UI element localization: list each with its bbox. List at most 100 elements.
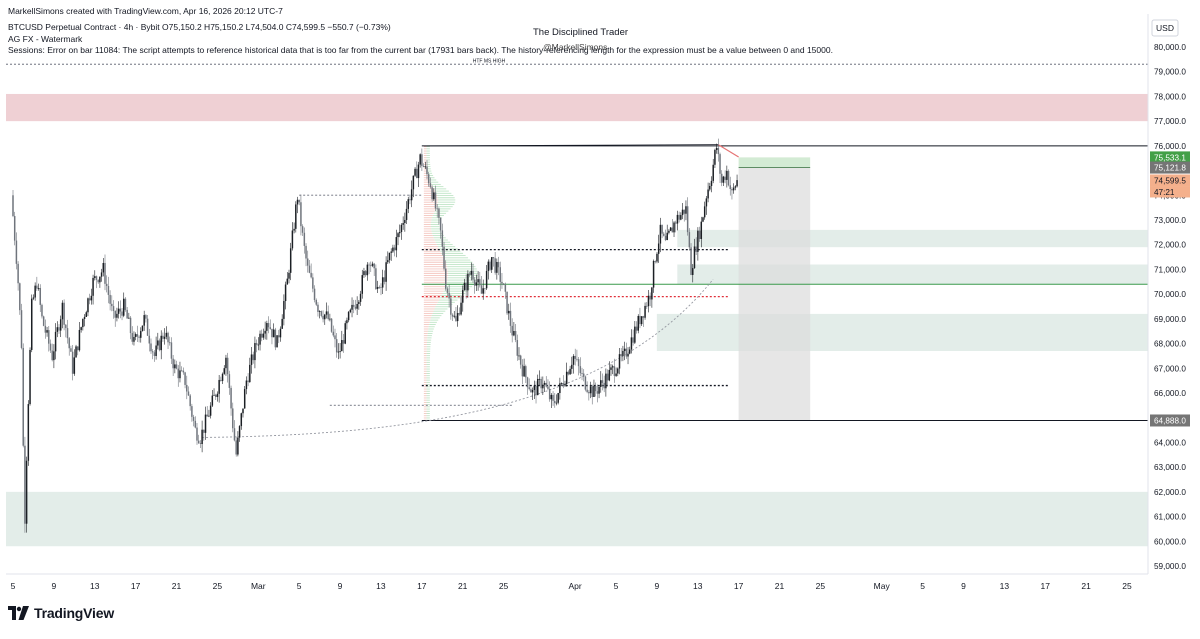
candle-down xyxy=(690,247,692,275)
candle-up xyxy=(598,386,600,394)
candle-down xyxy=(613,366,616,376)
candle-up xyxy=(644,305,646,318)
candle-down xyxy=(114,310,116,318)
candle-down xyxy=(308,265,311,273)
x-tick-label: 21 xyxy=(172,581,182,591)
candle-down xyxy=(489,261,491,270)
indicator-watermark-line[interactable]: AG FX - Watermark xyxy=(8,34,83,44)
tradingview-logo[interactable]: TradingView xyxy=(8,605,114,621)
candle-up xyxy=(221,373,224,381)
candle-down xyxy=(44,325,47,333)
candle-down xyxy=(129,317,132,334)
candle-up xyxy=(99,276,101,283)
candle-up xyxy=(610,367,612,370)
y-tick-label: 72,000.0 xyxy=(1154,241,1186,250)
candle-up xyxy=(496,261,498,273)
candle-up xyxy=(557,393,559,403)
candle-down xyxy=(479,279,481,286)
candle-down xyxy=(554,400,556,404)
candle-down xyxy=(436,208,438,210)
candle-down xyxy=(182,370,185,373)
trendline-highs xyxy=(423,144,719,147)
candle-down xyxy=(639,315,641,325)
candle-down xyxy=(729,185,731,190)
candle-up xyxy=(555,402,558,404)
indicator-sessions-error[interactable]: Sessions: Error on bar 11084: The script… xyxy=(8,45,833,55)
candle-up xyxy=(485,270,488,289)
price-tag-box xyxy=(1150,151,1190,164)
candle-up xyxy=(676,214,679,224)
candle-down xyxy=(584,376,587,390)
candle-down xyxy=(443,246,445,269)
candle-up xyxy=(692,268,694,275)
candle-down xyxy=(51,350,53,361)
candle-up xyxy=(404,219,406,224)
candle-up xyxy=(116,313,118,318)
candle-down xyxy=(473,279,476,286)
candle-up xyxy=(681,209,684,216)
price-tag-label: 75,533.1 xyxy=(1154,153,1186,162)
x-tick-label: 25 xyxy=(816,581,826,591)
x-tick-label: 17 xyxy=(417,581,427,591)
candle-up xyxy=(381,277,384,288)
candle-down xyxy=(514,331,517,341)
candle-down xyxy=(468,273,471,275)
candle-up xyxy=(627,353,629,357)
candle-up xyxy=(259,333,261,345)
x-tick-label: 9 xyxy=(961,581,966,591)
price-tag-label: 64,888.0 xyxy=(1154,416,1186,425)
candle-up xyxy=(283,301,285,319)
zone-demand-1 xyxy=(6,491,1148,547)
candle-up xyxy=(163,336,166,339)
candle-up xyxy=(589,386,592,394)
candle-down xyxy=(145,315,147,319)
candle-up xyxy=(593,385,595,397)
candle-down xyxy=(39,288,42,305)
candle-down xyxy=(131,333,134,342)
candle-up xyxy=(73,357,76,374)
candle-down xyxy=(322,315,324,320)
candle-up xyxy=(54,331,57,352)
candle-down xyxy=(535,385,537,396)
candle-up xyxy=(78,329,81,351)
candle-up xyxy=(83,316,86,319)
candle-up xyxy=(732,187,735,191)
candle-up xyxy=(666,232,668,241)
candle-down xyxy=(247,380,249,383)
candle-up xyxy=(463,282,466,291)
candle-up xyxy=(160,335,162,351)
x-tick-label: 5 xyxy=(11,581,16,591)
candle-down xyxy=(301,226,304,233)
candle-up xyxy=(288,272,290,279)
y-tick-label: 63,000.0 xyxy=(1154,463,1186,472)
candle-up xyxy=(390,251,392,253)
candle-up xyxy=(291,230,294,249)
candle-down xyxy=(197,440,200,444)
zone-supply-0 xyxy=(6,93,1148,122)
candle-down xyxy=(320,311,323,316)
candle-up xyxy=(284,284,287,302)
candle-up xyxy=(281,318,283,329)
symbol-ohlc-line[interactable]: BTCUSD Perpetual Contract · 4h · Bybit O… xyxy=(8,22,391,32)
candle-down xyxy=(582,373,585,377)
candle-up xyxy=(117,308,120,314)
candle-down xyxy=(409,199,411,201)
candle-up xyxy=(157,340,159,346)
candle-down xyxy=(472,270,474,280)
candle-down xyxy=(446,288,449,293)
candle-up xyxy=(564,383,566,386)
candle-up xyxy=(417,164,420,179)
candle-up xyxy=(702,217,704,222)
candle-down xyxy=(233,428,236,441)
candle-up xyxy=(487,261,490,271)
candle-down xyxy=(192,416,195,421)
candle-down xyxy=(521,364,524,377)
candle-up xyxy=(656,253,658,262)
x-tick-label: 13 xyxy=(693,581,703,591)
levels-layer: HTF MS HIGH xyxy=(6,58,1148,438)
candle-up xyxy=(395,237,398,251)
candle-down xyxy=(661,224,663,234)
candle-up xyxy=(329,318,331,320)
